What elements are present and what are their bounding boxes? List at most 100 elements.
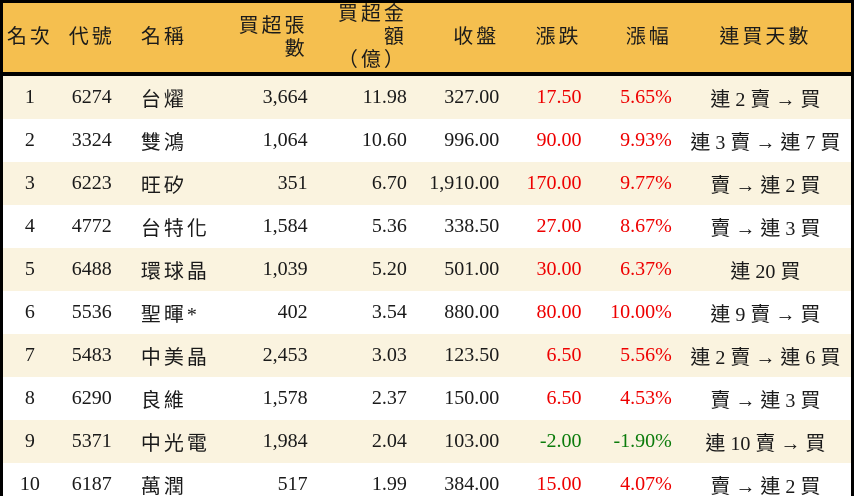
header-percent-change: 漲幅 [589, 1, 680, 76]
header-rank: 名次 [1, 1, 57, 76]
close-price-cell: 338.50 [444, 215, 500, 237]
stock-code-cell: 6488 [71, 258, 112, 280]
header-close-price: 收盤 [414, 1, 508, 76]
buy-streak-cell: 賣 → 連 2 買 [710, 476, 821, 496]
stock-name-cell: 良維 [140, 390, 187, 412]
rank-cell: 2 [24, 129, 35, 151]
close-price-cell: 880.00 [444, 301, 500, 323]
stock-name-cell: 聖暉* [140, 304, 200, 326]
stock-name-cell: 旺矽 [140, 175, 187, 197]
net-buy-volume-cell: 2,453 [262, 344, 308, 366]
rank-cell: 3 [24, 172, 35, 194]
percent-change-cell: 4.53% [620, 387, 672, 409]
buy-streak-cell: 賣 → 連 3 買 [710, 218, 821, 240]
price-change-cell: 6.50 [546, 344, 582, 366]
rank-cell: 9 [24, 430, 35, 452]
close-price-cell: 1,910.00 [429, 172, 500, 194]
close-price-cell: 501.00 [444, 258, 500, 280]
rank-cell: 1 [24, 86, 35, 108]
close-price-cell: 103.00 [444, 430, 500, 452]
table-row: 10 6187 萬潤 517 1.99 384.00 15.00 4.07% 賣… [1, 463, 853, 496]
net-buy-amount-cell: 6.70 [371, 172, 407, 194]
table-row: 9 5371 中光電 1,984 2.04 103.00 -2.00 -1.90… [1, 420, 853, 463]
header-net-buy-volume: 買超張數 [219, 1, 316, 76]
price-change-cell: -2.00 [539, 430, 582, 452]
percent-change-cell: 6.37% [620, 258, 672, 280]
percent-change-cell: 9.77% [620, 172, 672, 194]
header-price-change: 漲跌 [507, 1, 590, 76]
stock-code-cell: 6290 [71, 387, 112, 409]
header-row: 名次 代號 名稱 買超張數 買超金額 （億） 收盤 漲跌 漲幅 連買天數 [1, 1, 853, 76]
net-buy-amount-cell: 5.20 [371, 258, 407, 280]
header-buy-streak: 連買天數 [679, 1, 853, 76]
stock-code-cell: 4772 [71, 215, 112, 237]
net-buy-volume-cell: 402 [277, 301, 308, 323]
stock-name-cell: 中光電 [140, 433, 210, 455]
net-buy-volume-cell: 351 [277, 172, 308, 194]
net-buy-volume-cell: 1,984 [262, 430, 308, 452]
close-price-cell: 996.00 [444, 129, 500, 151]
price-change-cell: 15.00 [536, 473, 582, 495]
percent-change-cell: -1.90% [613, 430, 672, 452]
close-price-cell: 123.50 [444, 344, 500, 366]
price-change-cell: 27.00 [536, 215, 582, 237]
rank-cell: 8 [24, 387, 35, 409]
stock-name-cell: 台燿 [140, 89, 187, 111]
net-buy-amount-cell: 11.98 [362, 86, 407, 108]
table-row: 8 6290 良維 1,578 2.37 150.00 6.50 4.53% 賣… [1, 377, 853, 420]
price-change-cell: 6.50 [546, 387, 582, 409]
stock-code-cell: 5483 [71, 344, 112, 366]
net-buy-amount-cell: 3.03 [371, 344, 407, 366]
header-net-buy-amount: 買超金額 （億） [315, 1, 415, 76]
stock-code-cell: 6223 [71, 172, 112, 194]
table-row: 1 6274 台燿 3,664 11.98 327.00 17.50 5.65%… [1, 74, 853, 119]
buy-streak-cell: 賣 → 連 3 買 [710, 390, 821, 412]
net-buy-amount-cell: 1.99 [371, 473, 407, 495]
net-buy-volume-cell: 1,584 [262, 215, 308, 237]
buy-streak-cell: 連 3 賣 → 連 7 買 [690, 132, 841, 154]
net-buy-volume-cell: 1,578 [262, 387, 308, 409]
rank-cell: 7 [24, 344, 35, 366]
percent-change-cell: 5.56% [620, 344, 672, 366]
price-change-cell: 30.00 [536, 258, 582, 280]
stock-name-cell: 萬潤 [140, 476, 187, 496]
close-price-cell: 327.00 [444, 86, 500, 108]
buy-streak-cell: 連 10 賣 → 買 [705, 433, 826, 455]
price-change-cell: 80.00 [536, 301, 582, 323]
buy-streak-cell: 連 20 買 [730, 261, 801, 283]
buy-streak-cell: 連 2 賣 → 買 [710, 89, 821, 111]
buy-streak-cell: 賣 → 連 2 買 [710, 175, 821, 197]
rank-cell: 10 [19, 473, 40, 495]
stock-code-cell: 6274 [71, 86, 112, 108]
net-buy-amount-cell: 2.04 [371, 430, 407, 452]
rank-cell: 6 [24, 301, 35, 323]
net-buy-amount-cell: 2.37 [371, 387, 407, 409]
net-buy-amount-cell: 3.54 [371, 301, 407, 323]
stock-code-cell: 3324 [71, 129, 112, 151]
buy-streak-cell: 連 9 賣 → 買 [710, 304, 821, 326]
table-header: 名次 代號 名稱 買超張數 買超金額 （億） 收盤 漲跌 漲幅 連買天數 [1, 1, 853, 76]
net-buy-amount-cell: 10.60 [361, 129, 407, 151]
stock-name-cell: 雙鴻 [140, 132, 187, 154]
price-change-cell: 170.00 [526, 172, 582, 194]
net-buy-volume-cell: 3,664 [262, 86, 308, 108]
stock-code-cell: 5371 [71, 430, 112, 452]
table-row: 7 5483 中美晶 2,453 3.03 123.50 6.50 5.56% … [1, 334, 853, 377]
percent-change-cell: 10.00% [610, 301, 672, 323]
stock-code-cell: 6187 [71, 473, 112, 495]
percent-change-cell: 5.65% [620, 86, 672, 108]
percent-change-cell: 8.67% [620, 215, 672, 237]
net-buy-amount-cell: 5.36 [371, 215, 407, 237]
stock-name-cell: 環球晶 [140, 261, 210, 283]
table-row: 5 6488 環球晶 1,039 5.20 501.00 30.00 6.37%… [1, 248, 853, 291]
header-stock-code: 代號 [56, 1, 127, 76]
table-row: 6 5536 聖暉* 402 3.54 880.00 80.00 10.00% … [1, 291, 853, 334]
percent-change-cell: 9.93% [620, 129, 672, 151]
stock-name-cell: 中美晶 [140, 347, 210, 369]
price-change-cell: 90.00 [536, 129, 582, 151]
close-price-cell: 384.00 [444, 473, 500, 495]
price-change-cell: 17.50 [536, 86, 582, 108]
table-row: 4 4772 台特化 1,584 5.36 338.50 27.00 8.67%… [1, 205, 853, 248]
rank-cell: 4 [24, 215, 35, 237]
